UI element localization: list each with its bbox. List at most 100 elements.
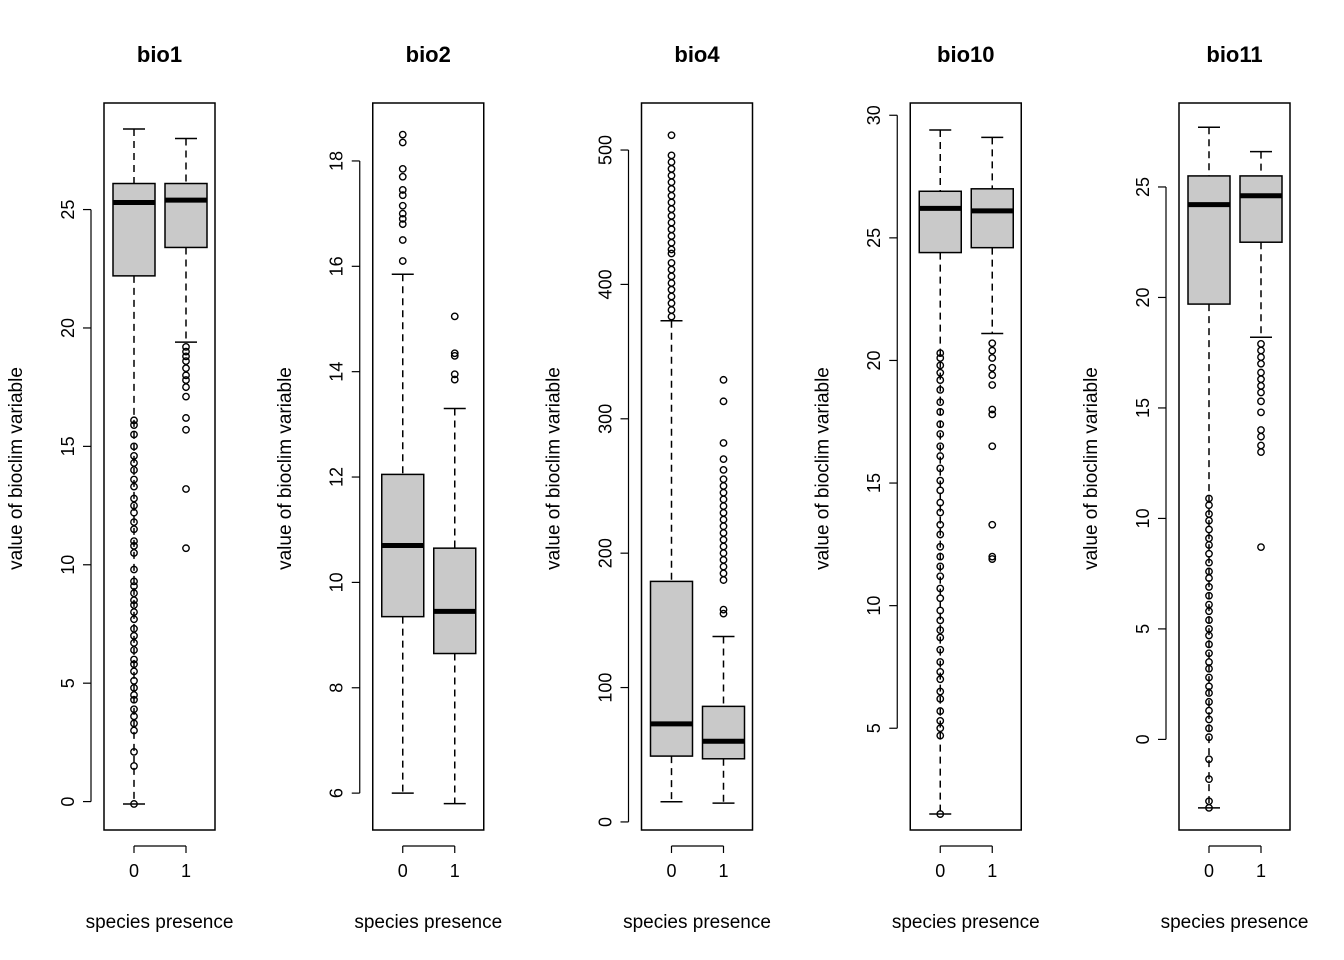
outlier-point bbox=[1257, 408, 1265, 417]
y-tick-label: 15 bbox=[864, 473, 884, 493]
outlier-point bbox=[1257, 359, 1265, 368]
box-0 bbox=[381, 130, 425, 794]
outlier-point bbox=[1205, 558, 1213, 567]
outlier-point bbox=[936, 385, 945, 394]
outlier-point bbox=[1257, 346, 1265, 355]
outlier-point bbox=[1205, 625, 1213, 633]
outlier-point bbox=[130, 518, 138, 527]
outlier-point bbox=[450, 349, 459, 358]
outlier-point bbox=[667, 151, 676, 160]
outlier-point bbox=[988, 354, 997, 362]
outlier-point bbox=[667, 259, 676, 267]
panel-title: bio1 bbox=[137, 42, 182, 67]
x-tick-label: 1 bbox=[987, 861, 997, 881]
outlier-point bbox=[988, 339, 997, 348]
outlier-point bbox=[936, 716, 945, 725]
box-1 bbox=[701, 375, 746, 804]
outlier-point bbox=[182, 371, 190, 380]
outlier-point bbox=[936, 707, 945, 715]
outlier-point bbox=[1257, 397, 1265, 406]
outlier-point bbox=[130, 705, 138, 714]
outlier-point bbox=[130, 676, 138, 685]
y-tick-label: 15 bbox=[58, 436, 78, 456]
outlier-point bbox=[1205, 733, 1213, 742]
outlier-point bbox=[988, 363, 997, 372]
outlier-point bbox=[719, 562, 728, 571]
outlier-point bbox=[667, 185, 676, 193]
outlier-point bbox=[182, 343, 190, 351]
outlier-point bbox=[182, 364, 190, 373]
iqr-box bbox=[1239, 175, 1283, 243]
outlier-point bbox=[398, 236, 407, 244]
outlier-point bbox=[667, 279, 676, 287]
outlier-point bbox=[130, 646, 138, 654]
y-tick-label: 5 bbox=[58, 678, 78, 688]
outlier-point bbox=[667, 131, 676, 140]
outlier-point bbox=[988, 552, 997, 561]
outlier-point bbox=[988, 410, 997, 419]
x-tick-label: 0 bbox=[398, 861, 408, 881]
y-tick-label: 20 bbox=[1133, 287, 1153, 307]
outlier-point bbox=[450, 351, 459, 360]
y-tick-label: 15 bbox=[1133, 398, 1153, 418]
panel-title: bio11 bbox=[1206, 42, 1262, 67]
y-tick-label: 30 bbox=[864, 105, 884, 125]
outlier-point bbox=[667, 164, 676, 173]
outlier-point bbox=[450, 370, 459, 379]
outlier-point bbox=[1205, 591, 1213, 600]
outlier-point bbox=[936, 508, 945, 517]
outlier-point bbox=[988, 442, 997, 451]
outlier-point bbox=[936, 694, 945, 703]
outlier-point bbox=[130, 684, 138, 692]
outlier-point bbox=[1205, 715, 1213, 724]
outlier-point bbox=[182, 425, 190, 434]
outlier-point bbox=[1257, 388, 1265, 397]
outlier-point bbox=[988, 555, 997, 563]
plot-frame bbox=[640, 102, 754, 831]
outlier-point bbox=[936, 675, 945, 684]
y-tick-label: 6 bbox=[327, 788, 347, 798]
outlier-point bbox=[667, 299, 676, 308]
outlier-point bbox=[1257, 448, 1265, 457]
outlier-point bbox=[398, 209, 407, 218]
outlier-point bbox=[719, 542, 728, 551]
outlier-point bbox=[130, 589, 138, 598]
outlier-point bbox=[719, 576, 728, 584]
outlier-point bbox=[182, 376, 190, 384]
outlier-point bbox=[667, 205, 676, 214]
outlier-point bbox=[936, 349, 945, 357]
outlier-point bbox=[719, 455, 728, 464]
outlier-point bbox=[130, 459, 138, 467]
outlier-point bbox=[988, 381, 997, 389]
plot-frame bbox=[909, 102, 1022, 831]
outlier-point bbox=[182, 347, 190, 356]
outlier-point bbox=[1205, 534, 1213, 543]
outlier-point bbox=[130, 596, 138, 605]
outlier-point bbox=[130, 451, 138, 460]
x-tick-label: 1 bbox=[718, 861, 728, 881]
panel-bio1: bio1 0 5 10 15 20 25 value of bioclim variable 0… bbox=[6, 42, 233, 933]
y-tick-label: 14 bbox=[327, 362, 347, 382]
outlier-point bbox=[398, 138, 407, 147]
outlier-point bbox=[936, 810, 945, 818]
outlier-point bbox=[182, 544, 190, 553]
box-0 bbox=[918, 129, 962, 818]
outlier-point bbox=[719, 375, 728, 384]
outlier-point bbox=[936, 562, 945, 571]
box-1 bbox=[970, 136, 1014, 563]
outlier-point bbox=[182, 392, 190, 401]
outlier-point bbox=[936, 552, 945, 561]
outlier-point bbox=[1205, 600, 1213, 609]
iqr-box bbox=[112, 182, 156, 277]
outlier-point bbox=[719, 549, 728, 558]
box-0 bbox=[112, 128, 156, 808]
outlier-point bbox=[667, 245, 676, 254]
box-0 bbox=[649, 131, 694, 803]
outlier-point bbox=[130, 416, 138, 425]
x-tick-label: 1 bbox=[181, 861, 191, 881]
outlier-point bbox=[1257, 426, 1265, 434]
outlier-point bbox=[936, 731, 945, 740]
outlier-point bbox=[667, 218, 676, 227]
y-axis-label: value of bioclim variable bbox=[6, 367, 27, 570]
outlier-point bbox=[988, 405, 997, 414]
